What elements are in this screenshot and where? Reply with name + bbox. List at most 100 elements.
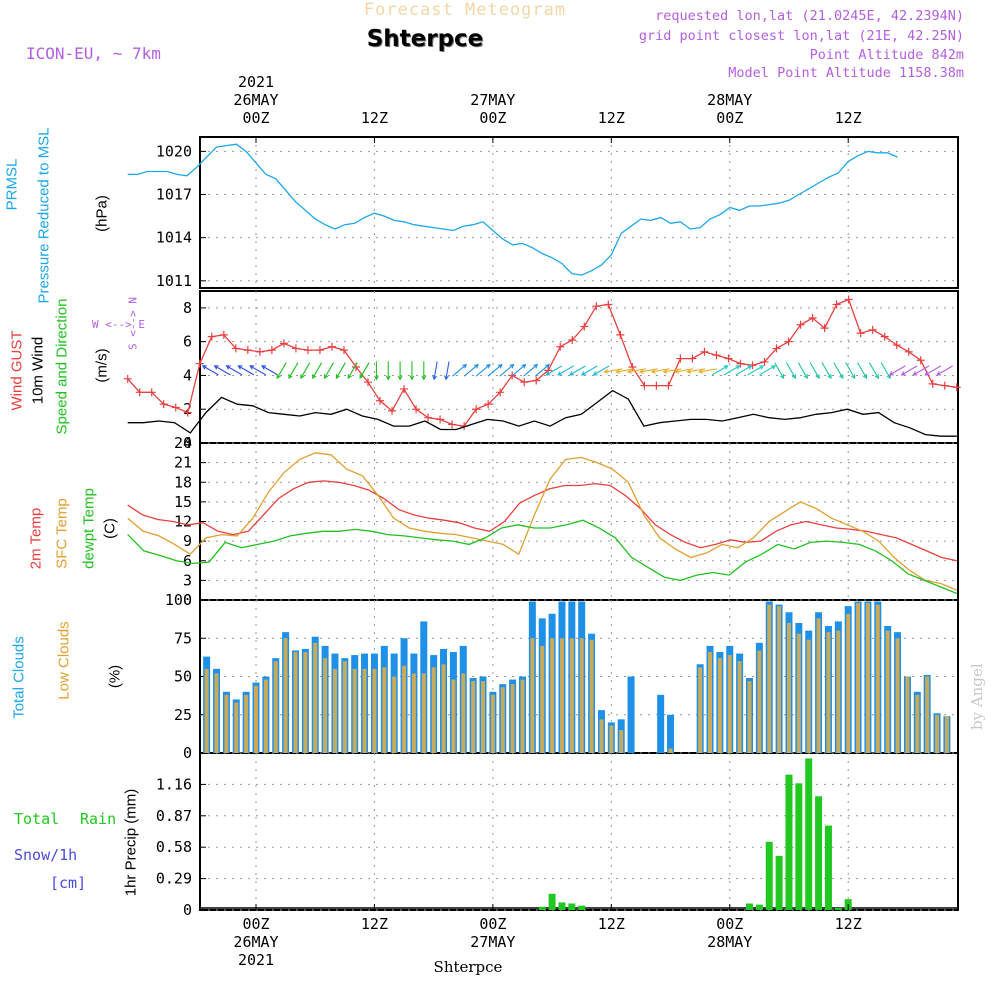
low-cloud-bar	[708, 652, 713, 753]
low-cloud-bar	[293, 652, 298, 753]
wind-direction-arrow	[499, 363, 515, 377]
gust-marker	[904, 347, 913, 356]
gust-marker	[532, 376, 541, 385]
total-cloud-bar	[657, 694, 665, 753]
low-cloud-bar	[767, 604, 772, 753]
gust-marker	[940, 381, 949, 390]
low-cloud-bar	[520, 679, 525, 753]
y-tick-label: 0.58	[156, 838, 192, 856]
snow-unit: [cm]	[50, 874, 87, 892]
grid-point-coords: grid point closest lon,lat (21E, 42.25N)	[638, 28, 964, 44]
y-tick-label: 1017	[156, 186, 192, 204]
low-cloud-bar	[905, 676, 910, 753]
y-tick-label: 0.87	[156, 807, 192, 825]
low-cloud-bar	[559, 638, 564, 753]
gust-marker	[844, 295, 853, 304]
gust-marker	[724, 354, 733, 363]
y-tick-label: 1014	[156, 229, 192, 247]
gust-marker	[520, 378, 529, 387]
wind-direction-arrow	[557, 365, 574, 376]
wind-direction-arrow	[432, 361, 438, 381]
gust-marker	[448, 420, 457, 429]
gust-marker	[892, 341, 901, 350]
precip-bar	[765, 841, 773, 910]
gust-marker	[820, 324, 829, 333]
low-cloud-bar	[796, 633, 801, 753]
low-cloud-bar	[895, 638, 900, 753]
gust-line	[127, 298, 957, 427]
gust-marker	[628, 363, 637, 371]
low-cloud-bar	[382, 667, 387, 753]
wind-direction-arrow	[821, 362, 832, 380]
low-cloud-bar	[451, 679, 456, 753]
low-cloud-bar	[569, 638, 574, 753]
precip-bar	[558, 902, 566, 910]
low-cloud-bar	[263, 679, 268, 753]
gust-marker	[700, 347, 709, 356]
gust-marker	[339, 346, 348, 355]
low-cloud-bar	[856, 603, 861, 753]
precip-bar	[785, 774, 793, 910]
wind-direction-arrow	[237, 365, 255, 376]
requested-coords: requested lon,lat (21.0245E, 42.2394N)	[655, 8, 964, 24]
wind-direction-arrow	[936, 365, 953, 376]
wind-direction-arrow	[249, 365, 267, 376]
wind-direction-arrow	[924, 365, 942, 376]
low-cloud-bar	[214, 673, 219, 753]
y-tick-label: 9	[183, 532, 192, 550]
tsfc-line	[127, 452, 958, 591]
y-tick-label: 0	[183, 434, 192, 452]
y-tick-label: 0	[183, 744, 192, 762]
wind-direction-arrow	[888, 365, 906, 376]
low-cloud-bar	[254, 685, 258, 753]
low-cloud-bar	[727, 655, 732, 753]
gust-marker	[832, 300, 841, 309]
model-label: ICON-EU, ~ 7km	[26, 44, 161, 63]
wind-direction-arrow	[261, 365, 278, 376]
precip-bar	[775, 855, 783, 910]
low-cloud-bar	[273, 661, 278, 753]
wind-direction-arrow	[809, 362, 820, 380]
low-cloud-bar	[816, 618, 821, 753]
low-cloud-bar	[500, 687, 505, 753]
wind-direction-arrow	[511, 363, 527, 377]
low-cloud-bar	[411, 673, 416, 753]
wind-direction-arrow	[711, 365, 729, 376]
gust-marker	[676, 354, 685, 363]
precip-bar	[578, 905, 586, 910]
gust-marker	[952, 383, 961, 392]
gust-marker	[376, 396, 385, 405]
low-cloud-bar	[431, 667, 436, 753]
wind-direction-arrow	[880, 362, 891, 380]
pressure-line	[127, 143, 898, 276]
gust-marker	[496, 388, 505, 397]
low-cloud-bar	[510, 684, 515, 753]
low-cloud-bar	[915, 694, 920, 753]
gust-marker	[412, 405, 421, 414]
wind-direction-arrow	[534, 363, 551, 377]
gust-marker	[568, 335, 577, 344]
gust-marker	[315, 346, 324, 355]
gust-marker	[424, 413, 433, 422]
y-tick-label: 4	[183, 366, 192, 384]
panel-frame	[199, 752, 959, 911]
bottom-axis-label: 00Z	[242, 915, 270, 933]
low-cloud-bar	[875, 604, 880, 753]
y-tick-label: 25	[174, 706, 192, 724]
gust-marker	[616, 330, 625, 339]
low-cloud-bar	[402, 665, 407, 753]
gust-marker	[652, 381, 661, 390]
gust-marker	[243, 346, 252, 355]
precip-bar	[834, 907, 842, 910]
y-tick-label: 1020	[156, 142, 192, 160]
wind-direction-arrow	[735, 365, 753, 376]
wind-direction-arrow	[323, 362, 335, 380]
low-cloud-bar	[786, 622, 791, 753]
y-tick-label: 1.16	[156, 775, 192, 793]
location-title: Shterpce	[366, 26, 484, 52]
gust-marker	[640, 381, 649, 390]
wind-direction-arrow	[385, 361, 391, 381]
gust-marker	[400, 384, 409, 393]
low-cloud-bar	[303, 652, 308, 753]
y-tick-label: 24	[174, 434, 192, 452]
